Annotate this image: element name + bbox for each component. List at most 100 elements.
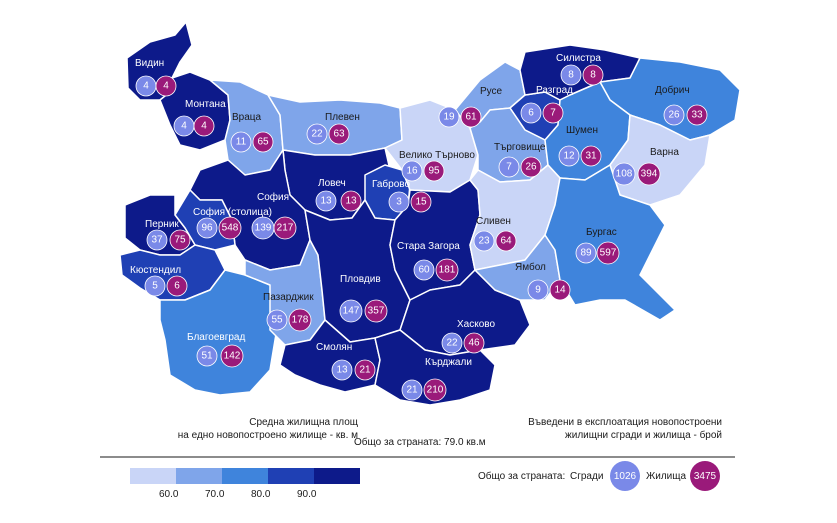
- dwellings-count-19: 178: [292, 315, 309, 326]
- buildings-count-20: 147: [343, 306, 360, 317]
- buildings-count-5: 3: [396, 197, 402, 208]
- buildings-count-10: 26: [668, 110, 680, 121]
- dwellings-total: 3475: [693, 470, 717, 482]
- region-label-0: Видин: [135, 58, 164, 69]
- region-label-10: Добрич: [655, 84, 690, 96]
- dwellings-bubble-13: [637, 162, 661, 186]
- buildings-bubble-26: [527, 279, 549, 301]
- buildings-count-11: 7: [506, 162, 512, 173]
- buildings-bubble-2: [230, 131, 252, 153]
- region-label-16: Перник: [145, 219, 179, 230]
- country-total-area: Общо за страната: 79.0 кв.м: [354, 437, 486, 448]
- region-label-22: Стара Загора: [397, 241, 460, 252]
- dwellings-count-8: 7: [550, 108, 556, 119]
- region-label-12: Шумен: [566, 125, 598, 136]
- buildings-count-13: 108: [616, 169, 633, 180]
- buildings-count-23: 22: [446, 338, 458, 349]
- count-legend-title-line2: жилищни сгради и жилища - брой: [565, 430, 722, 441]
- buildings-count-19: 55: [271, 315, 283, 326]
- buildings-count-18: 51: [201, 351, 213, 362]
- dwellings-bubble-12: [580, 145, 602, 167]
- buildings-count-2: 11: [236, 137, 247, 148]
- buildings-count-3: 22: [311, 129, 323, 140]
- buildings-count-22: 60: [418, 265, 430, 276]
- country-total-label: Общо за страната:: [478, 471, 566, 482]
- dwellings-bubble-27: [596, 241, 620, 265]
- dwellings-bubble-16: [169, 229, 191, 251]
- dwellings-count-0: 4: [163, 81, 169, 92]
- buildings-bubble-15: [196, 217, 218, 239]
- buildings-label: Сгради: [570, 471, 604, 482]
- buildings-bubble-20: [339, 299, 363, 323]
- dwellings-bubble-4: [340, 190, 362, 212]
- legend-tick-2: 70.0: [205, 489, 225, 500]
- buildings-count-6: 16: [406, 166, 418, 177]
- buildings-bubble-12: [558, 145, 580, 167]
- region-label-20: Пловдив: [340, 274, 381, 285]
- buildings-bubble-9: [560, 64, 582, 86]
- buildings-count-4: 13: [320, 196, 332, 207]
- dwellings-count-16: 75: [174, 235, 186, 246]
- dwellings-bubble-1: [193, 115, 215, 137]
- buildings-count-15: 96: [201, 223, 213, 234]
- area-legend-title: Средна жилищна площ на едно новопостроен…: [146, 416, 358, 442]
- region-label-19: Пазарджик: [263, 292, 314, 303]
- buildings-bubble-22: [413, 259, 435, 281]
- dwellings-count-11: 26: [525, 162, 537, 173]
- buildings-bubble-27: [575, 242, 597, 264]
- buildings-bubble-18: [196, 345, 218, 367]
- dwellings-count-9: 8: [590, 70, 596, 81]
- dwellings-bubble-18: [220, 344, 244, 368]
- buildings-bubble-24: [401, 379, 423, 401]
- region-label-17: Кюстендил: [130, 265, 181, 276]
- buildings-bubble-16: [146, 229, 168, 251]
- buildings-count-1: 4: [181, 121, 187, 132]
- count-legend-title-line1: Въведени в експлоатация новопостроени: [528, 417, 722, 428]
- buildings-bubble-19: [266, 309, 288, 331]
- region-label-3: Плевен: [325, 112, 360, 123]
- buildings-count-8: 6: [528, 108, 534, 119]
- region-blagoevgrad[interactable]: [159, 269, 281, 396]
- dwellings-count-15: 548: [222, 223, 239, 234]
- buildings-count-14: 139: [255, 223, 272, 234]
- region-label-14: София: [257, 191, 289, 203]
- dwellings-bubble-22: [435, 258, 459, 282]
- buildings-bubble-4: [315, 190, 337, 212]
- region-label-26: Ямбол: [515, 261, 546, 273]
- dwellings-count-14: 217: [277, 223, 294, 234]
- dwellings-bubble-23: [463, 332, 485, 354]
- area-legend-title-line1: Средна жилищна площ: [249, 417, 358, 428]
- region-label-11: Търговище: [494, 142, 546, 153]
- buildings-bubble-21: [331, 359, 353, 381]
- dwellings-count-7: 61: [465, 112, 477, 123]
- legend-tick-1: 60.0: [159, 489, 179, 500]
- dwellings-count-2: 65: [257, 137, 269, 148]
- region-label-6: Велико Търново: [399, 150, 475, 161]
- dwellings-count-6: 95: [428, 166, 440, 177]
- dwellings-bubble-20: [364, 299, 388, 323]
- buildings-bubble-13: [612, 162, 636, 186]
- legend-swatch-1: [130, 468, 176, 484]
- dwellings-bubble-17: [166, 275, 188, 297]
- buildings-count-0: 4: [143, 81, 149, 92]
- buildings-bubble-25: [473, 230, 495, 252]
- dwellings-count-3: 63: [333, 129, 345, 140]
- region-label-15: София (столица): [193, 206, 272, 218]
- dwellings-count-21: 21: [359, 365, 371, 376]
- buildings-total-bubble: 1026: [610, 461, 640, 491]
- region-label-18: Благоевград: [187, 332, 245, 343]
- dwellings-count-4: 13: [345, 196, 357, 207]
- buildings-total: 1026: [613, 470, 637, 482]
- region-label-8: Разград: [536, 85, 573, 96]
- dwellings-bubble-0: [155, 75, 177, 97]
- dwellings-count-17: 6: [174, 281, 180, 292]
- region-label-9: Силистра: [556, 53, 601, 64]
- region-label-27: Бургас: [586, 227, 617, 238]
- dwellings-count-1: 4: [201, 121, 207, 132]
- bulgaria-map: Видин Монтана Враца Плевен Ловеч Габрово Велик…: [119, 21, 741, 406]
- buildings-count-17: 5: [152, 281, 158, 292]
- buildings-count-9: 8: [568, 70, 574, 81]
- dwellings-count-25: 64: [500, 236, 512, 247]
- region-label-21: Смолян: [316, 342, 352, 353]
- dwellings-bubble-11: [520, 156, 542, 178]
